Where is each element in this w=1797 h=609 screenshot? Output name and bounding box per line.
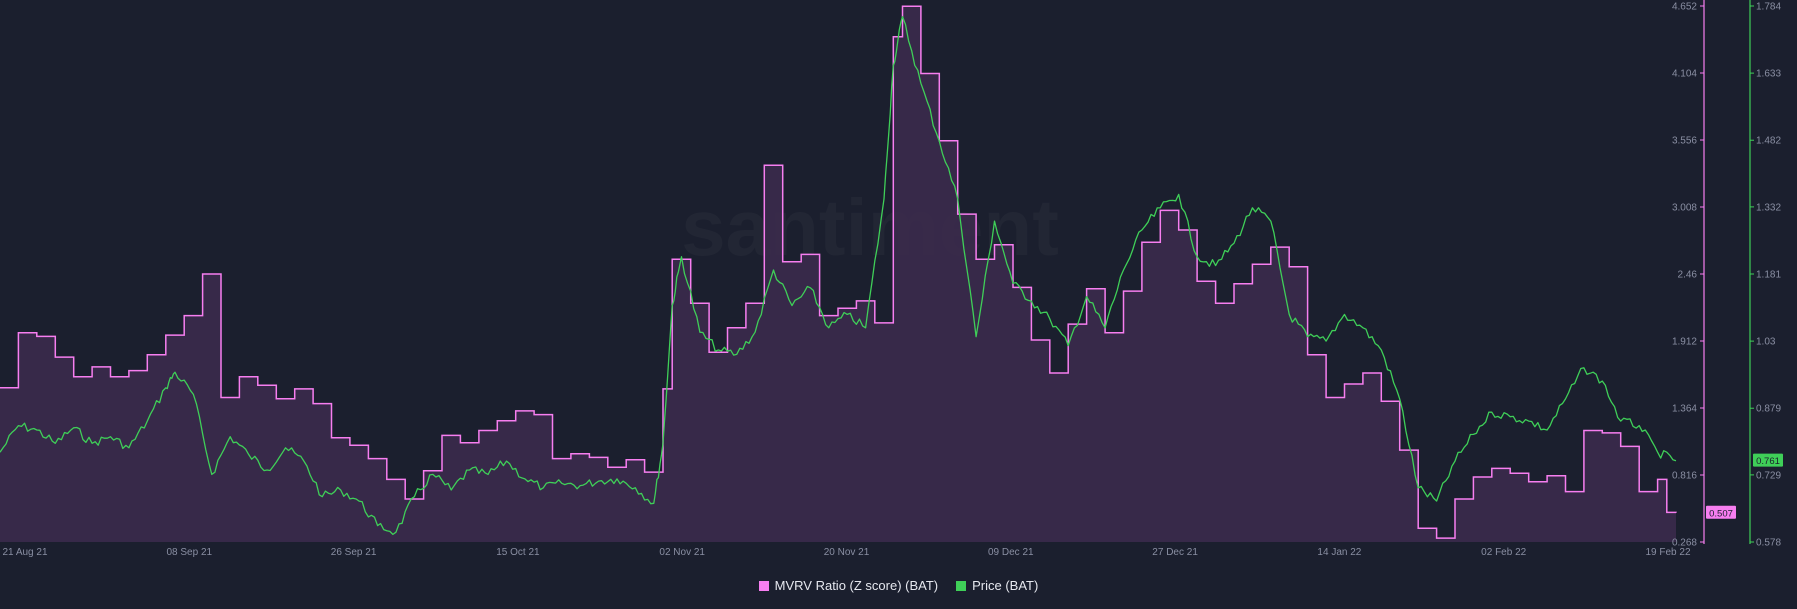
mvrv-tick-label: 3.556 bbox=[1672, 136, 1697, 147]
mvrv-tick-label: 2.46 bbox=[1678, 270, 1698, 281]
price-swatch-icon bbox=[956, 580, 967, 591]
x-tick-label: 27 Dec 21 bbox=[1152, 547, 1198, 558]
x-tick-label: 14 Jan 22 bbox=[1317, 547, 1361, 558]
x-tick-label: 21 Aug 21 bbox=[2, 547, 47, 558]
x-tick-label: 02 Feb 22 bbox=[1481, 547, 1526, 558]
price-tick-label: 1.633 bbox=[1756, 69, 1781, 80]
plot-area[interactable] bbox=[0, 5, 1677, 542]
price-axis: 1.784 1.633 1.482 1.332 1.181 1.03 0.879 0.729 0… bbox=[1749, 0, 1783, 549]
x-tick-label: 20 Nov 21 bbox=[824, 547, 870, 558]
x-tick-label: 19 Feb 22 bbox=[1645, 547, 1690, 558]
price-tick-label: 1.482 bbox=[1756, 136, 1781, 147]
price-tick-label: 1.181 bbox=[1756, 270, 1781, 281]
price-tick-label: 0.879 bbox=[1756, 404, 1781, 415]
chart-svg: santiment 4.6524.1043.5563.0082.461.9121… bbox=[0, 0, 1783, 558]
price-last-value-badge bbox=[1753, 453, 1783, 467]
x-tick-label: 09 Dec 21 bbox=[988, 547, 1034, 558]
mvrv-tick-label: 0.268 bbox=[1672, 538, 1697, 549]
x-tick-label: 15 Oct 21 bbox=[496, 547, 540, 558]
price-line bbox=[0, 16, 1677, 536]
x-tick-label: 08 Sep 21 bbox=[166, 547, 212, 558]
x-tick-label: 26 Sep 21 bbox=[331, 547, 377, 558]
legend-label-mvrv: MVRV Ratio (Z score) (BAT) bbox=[774, 578, 939, 593]
mvrv-last-value-label: 0.507 bbox=[1709, 508, 1733, 519]
mvrv-tick-label: 1.364 bbox=[1672, 404, 1697, 415]
price-tick-label: 0.729 bbox=[1756, 470, 1781, 481]
legend-item-price[interactable]: Price (BAT) bbox=[956, 578, 1038, 593]
mvrv-tick-label: 1.912 bbox=[1672, 337, 1697, 348]
price-tick-label: 0.578 bbox=[1756, 538, 1781, 549]
mvrv-line bbox=[0, 5, 1677, 539]
mvrv-last-value-badge bbox=[1706, 505, 1736, 519]
mvrv-axis: 4.652 4.104 3.556 3.008 2.46 1.912 1.364 0.816 0… bbox=[1672, 0, 1736, 549]
x-tick-label: 02 Nov 21 bbox=[659, 547, 705, 558]
mvrv-tick-label: 4.104 bbox=[1672, 69, 1697, 80]
legend-label-price: Price (BAT) bbox=[972, 578, 1039, 593]
chart-legend: MVRV Ratio (Z score) (BAT) Price (BAT) bbox=[0, 578, 1797, 593]
price-tick-label: 1.784 bbox=[1756, 2, 1781, 13]
mvrv-tick-label: 4.652 bbox=[1672, 2, 1697, 13]
mvrv-swatch-icon bbox=[758, 580, 769, 591]
price-tick-label: 1.332 bbox=[1756, 202, 1781, 213]
mvrv-tick-label: 3.008 bbox=[1672, 203, 1697, 214]
price-tick-label: 1.03 bbox=[1756, 337, 1776, 348]
price-last-value-label: 0.761 bbox=[1756, 456, 1780, 467]
mvrv-area bbox=[0, 6, 1676, 542]
legend-item-mvrv[interactable]: MVRV Ratio (Z score) (BAT) bbox=[758, 578, 939, 593]
mvrv-tick-label: 0.816 bbox=[1672, 471, 1697, 482]
date-axis: 21 Aug 21 08 Sep 21 26 Sep 21 15 Oct 21 02 N… bbox=[2, 547, 1690, 558]
